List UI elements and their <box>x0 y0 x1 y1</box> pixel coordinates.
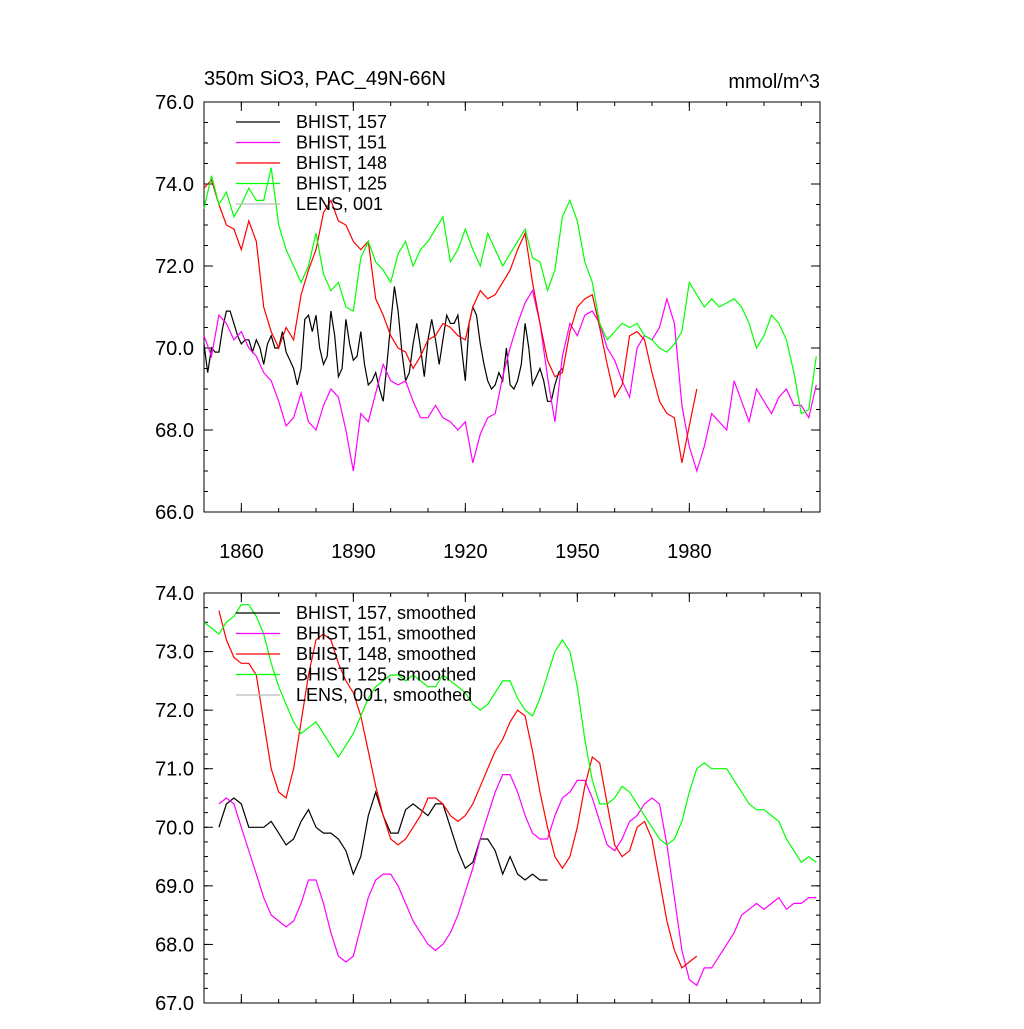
chart-title: 350m SiO3, PAC_49N-66N <box>204 68 446 90</box>
legend-label: LENS, 001, smoothed <box>296 685 472 705</box>
series-line-bhist-157-smoothed <box>218 790 548 881</box>
x-tick-label: 1980 <box>667 541 712 563</box>
y-tick-label: 76.0 <box>155 92 194 114</box>
bottom-panel: 67.0 68.0 69.0 70.0 71.0 72.0 73.0 74.0 BHIST, 1… <box>155 583 821 1015</box>
legend-label: BHIST, 157 <box>296 112 387 132</box>
y-tick-label: 72.0 <box>155 256 194 278</box>
series-line-bhist-151-smoothed <box>218 774 817 987</box>
x-tick-label: 1950 <box>555 541 600 563</box>
series-line-bhist-157 <box>203 286 563 402</box>
y-tick-label: 68.0 <box>155 420 194 442</box>
top-panel: 66.0 68.0 70.0 72.0 74.0 76.0 1860 1890 1920 1950… <box>155 68 821 563</box>
y-tick-label: 67.0 <box>155 993 194 1015</box>
x-tick-label: 1890 <box>331 541 376 563</box>
series-line-bhist-148-smoothed <box>218 610 698 969</box>
series-line-bhist-125-smoothed <box>203 604 817 864</box>
y-tick-label: 72.0 <box>155 700 194 722</box>
legend-label: BHIST, 148, smoothed <box>296 644 476 664</box>
legend-label: BHIST, 148 <box>296 153 387 173</box>
y-tick-label: 70.0 <box>155 817 194 839</box>
y-tick-label: 66.0 <box>155 502 194 524</box>
legend-label: BHIST, 151 <box>296 133 387 153</box>
y-tick-label: 68.0 <box>155 934 194 956</box>
x-tick-label: 1920 <box>443 541 488 563</box>
legend-label: BHIST, 125 <box>296 174 387 194</box>
x-tick-label: 1860 <box>219 541 264 563</box>
legend-label: BHIST, 157, smoothed <box>296 603 476 623</box>
y-tick-label: 71.0 <box>155 759 194 781</box>
series-line-bhist-151 <box>203 289 817 474</box>
y-tick-label: 74.0 <box>155 583 194 605</box>
y-tick-label: 74.0 <box>155 174 194 196</box>
series-line-bhist-148 <box>203 178 698 463</box>
legend-label: LENS, 001 <box>296 194 383 214</box>
series-line-bhist-125 <box>203 167 817 415</box>
legend-label: BHIST, 125, smoothed <box>296 665 476 685</box>
y-tick-label: 69.0 <box>155 876 194 898</box>
legend-label: BHIST, 151, smoothed <box>296 624 476 644</box>
units-label: mmol/m^3 <box>728 71 820 93</box>
y-tick-label: 73.0 <box>155 642 194 664</box>
y-tick-label: 70.0 <box>155 338 194 360</box>
